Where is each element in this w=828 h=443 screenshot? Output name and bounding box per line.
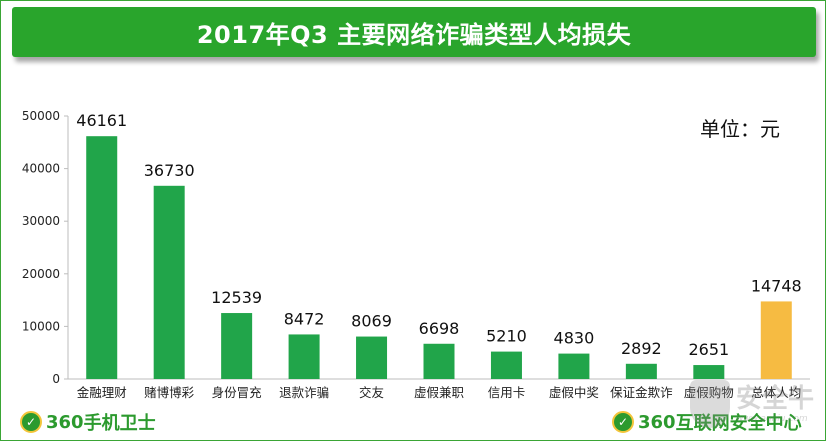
x-tick-label: 交友 xyxy=(359,385,384,400)
logo-right-text: 互联网安全中心 xyxy=(675,413,802,434)
bar xyxy=(693,365,725,379)
bar xyxy=(221,313,253,379)
x-tick-label: 总体人均 xyxy=(751,385,801,400)
watermark-text: 安全牛 xyxy=(736,384,815,414)
logo-360-mobile-guard: ✓ 360 手机卫士 xyxy=(20,409,156,435)
bar xyxy=(558,353,590,379)
y-tick-label: 0 xyxy=(52,372,60,386)
watermark-url: www.aqniu.com xyxy=(736,414,808,424)
bar xyxy=(760,301,792,379)
bar xyxy=(625,363,657,379)
bar xyxy=(356,336,388,379)
data-label: 8472 xyxy=(284,309,325,328)
bar xyxy=(423,343,455,379)
bar xyxy=(86,136,118,379)
bar xyxy=(153,185,185,379)
data-label: 46161 xyxy=(76,111,127,130)
data-label: 2651 xyxy=(688,340,729,359)
x-tick-label: 保证金欺诈 xyxy=(610,385,673,400)
y-tick-label: 20000 xyxy=(22,267,60,281)
logo-360-icon: ✓ xyxy=(20,411,42,433)
watermark: 安全牛 www.aqniu.com xyxy=(690,376,822,434)
data-label: 2892 xyxy=(621,339,662,358)
logo-left-text: 手机卫士 xyxy=(83,413,156,434)
x-tick-label: 信用卡 xyxy=(488,385,526,400)
y-tick-label: 40000 xyxy=(22,162,60,176)
x-tick-label: 虚假购物 xyxy=(684,385,734,400)
data-label: 6698 xyxy=(419,319,460,338)
x-tick-label: 虚假中奖 xyxy=(549,385,599,400)
x-tick-label: 身份冒充 xyxy=(212,385,262,400)
x-tick-label: 退款诈骗 xyxy=(279,385,329,400)
x-tick-label: 金融理财 xyxy=(77,385,127,400)
y-tick-label: 50000 xyxy=(22,109,60,123)
logo-right-number: 360 xyxy=(638,411,676,433)
x-tick-label: 赌博博彩 xyxy=(144,385,195,400)
chart-title: 2017年Q3 主要网络诈骗类型人均损失 xyxy=(196,20,632,49)
bar xyxy=(490,351,522,379)
bar xyxy=(288,334,320,379)
data-label: 8069 xyxy=(351,312,392,331)
logo-360-security-center: ✓ 360 互联网安全中心 xyxy=(612,409,802,435)
shield-icon xyxy=(690,380,730,428)
logo-left-number: 360 xyxy=(46,411,84,433)
y-tick-label: 30000 xyxy=(22,214,60,228)
title-banner: 2017年Q3 主要网络诈骗类型人均损失 xyxy=(12,7,816,57)
unit-label: 单位：元 xyxy=(700,117,780,141)
data-label: 5210 xyxy=(486,327,527,346)
logo-360-icon: ✓ xyxy=(612,411,634,433)
x-tick-label: 虚假兼职 xyxy=(414,385,464,400)
data-label: 12539 xyxy=(211,288,262,307)
data-label: 36730 xyxy=(144,161,195,180)
data-label: 14748 xyxy=(751,276,802,295)
data-label: 4830 xyxy=(554,329,595,348)
y-tick-label: 10000 xyxy=(22,319,60,333)
